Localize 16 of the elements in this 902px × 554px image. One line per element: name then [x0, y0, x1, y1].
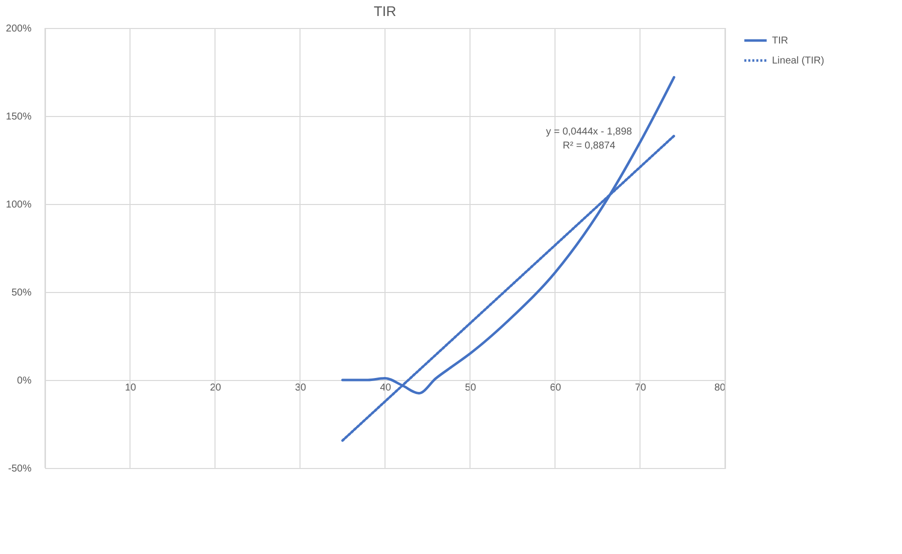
y-tick-label: 0% [17, 376, 32, 386]
y-tick-label: 200% [6, 24, 32, 34]
chart-title: TIR [374, 3, 396, 19]
y-tick-label: 150% [6, 112, 32, 122]
x-tick-label: 10 [124, 382, 136, 394]
x-tick-label: 40 [380, 382, 392, 394]
y-tick-label: 100% [6, 200, 32, 210]
annotation: R² = 0,8874 [562, 140, 616, 152]
y-tick-label: 50% [11, 288, 32, 298]
legend-label: TIR [772, 36, 788, 46]
x-tick-label: 50 [464, 382, 476, 394]
legend-label: Lineal (TIR) [772, 56, 824, 66]
y-tick-label: -50% [8, 464, 32, 474]
x-tick-label: 70 [634, 382, 646, 394]
annotation: y = 0,0444x - 1,898 [546, 126, 632, 138]
x-tick-label: 20 [210, 382, 222, 394]
